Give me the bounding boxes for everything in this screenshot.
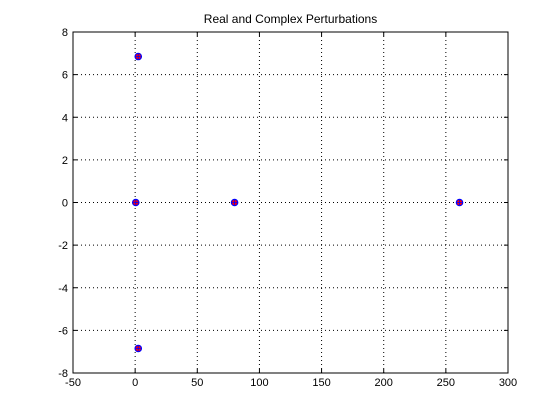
y-tick-label: 2 — [62, 155, 68, 167]
x-tick-label: 200 — [375, 377, 393, 389]
data-point — [455, 198, 464, 207]
data-point — [131, 198, 140, 207]
data-point — [134, 52, 143, 61]
grid — [73, 32, 508, 373]
y-tick-label: -8 — [58, 368, 68, 380]
data-point — [134, 344, 143, 353]
x-tick-label: 0 — [132, 377, 138, 389]
y-axis: -8 -6 -4 -2 0 2 4 6 8 — [58, 27, 508, 380]
y-tick-label: 4 — [62, 112, 68, 124]
y-tick-label: 0 — [62, 198, 68, 210]
data-points — [131, 52, 464, 353]
y-tick-label: -2 — [58, 240, 68, 252]
y-tick-label: 6 — [62, 70, 68, 82]
y-tick-label: 8 — [62, 27, 68, 39]
x-tick-label: 300 — [499, 377, 517, 389]
chart-title: Real and Complex Perturbations — [204, 12, 377, 26]
x-tick-label: 250 — [437, 377, 455, 389]
y-tick-label: -6 — [58, 325, 68, 337]
x-axis: -50 0 50 100 150 200 250 300 — [65, 32, 517, 389]
x-tick-label: 100 — [250, 377, 268, 389]
y-tick-label: -4 — [58, 283, 68, 295]
x-tick-label: -50 — [65, 377, 81, 389]
x-tick-label: 150 — [312, 377, 330, 389]
x-tick-label: 50 — [191, 377, 203, 389]
data-point — [230, 198, 239, 207]
